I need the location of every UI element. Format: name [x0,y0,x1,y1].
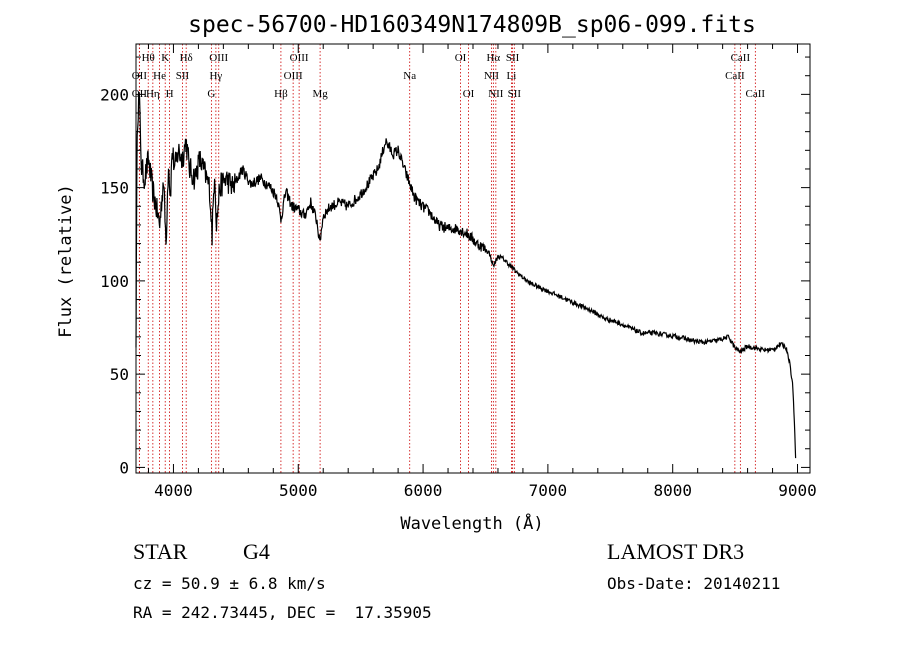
y-tick-label-2: 100 [100,272,129,291]
y-tick-label-1: 50 [110,365,129,384]
line-label-21: NII [488,88,504,100]
redshift-velocity: cz = 50.9 ± 6.8 km/s [133,574,326,593]
line-label-12: Hβ [274,88,288,100]
line-label-4: He [153,70,166,82]
x-tick-label-3: 7000 [529,481,568,500]
object-subclass: G4 [243,539,270,564]
line-label-20: Hα [486,52,500,64]
object-class: STAR [133,539,188,564]
line-label-24: SII [508,88,522,100]
x-axis: 4000 5000 6000 7000 8000 9000 [147,44,817,500]
chart-title: spec-56700-HD160349N174809B_sp06-099.fit… [188,12,756,38]
line-label-25: CaII [725,70,745,82]
x-tick-label-4: 8000 [653,481,692,500]
line-label-27: CaII [746,88,766,100]
line-label-15: Mg [312,88,328,100]
observation-date: Obs-Date: 20140211 [607,574,781,593]
x-tick-label-2: 6000 [404,481,443,500]
emission-line-markers [138,44,756,473]
y-tick-label-0: 0 [119,458,129,477]
y-axis: 0 50 100 150 200 [100,56,810,477]
line-label-0: Hθ [142,52,155,64]
line-label-18: OI [463,88,475,100]
plot-frame [135,43,811,474]
y-tick-label-3: 150 [100,179,129,198]
line-label-22: Li [507,70,517,82]
spectrum-line [135,91,797,459]
x-tick-label-1: 5000 [279,481,318,500]
line-label-9: OIII [209,52,228,64]
line-label-19: NII [484,70,500,82]
x-tick-label-0: 4000 [154,481,193,500]
line-label-10: Hγ [209,70,222,82]
line-label-16: Na [403,70,416,82]
line-label-14: OIII [290,52,309,64]
line-label-23: SII [506,52,520,64]
y-tick-label-4: 200 [100,85,129,104]
line-label-6: H [166,88,174,100]
y-axis-label: Flux (relative) [56,184,76,338]
line-label-3: Hη [146,88,160,100]
line-label-17: OI [455,52,467,64]
line-label-8: Hδ [180,52,193,64]
line-label-26: CaII [731,52,751,64]
line-label-7: SII [176,70,190,82]
coordinates: RA = 242.73445, DEC = 17.35905 [133,603,432,622]
survey-name: LAMOST DR3 [607,539,745,564]
line-label-11: G [207,88,215,100]
line-label-13: OIII [284,70,303,82]
x-tick-label-5: 9000 [778,481,817,500]
x-axis-label: Wavelength (Å) [400,512,543,534]
line-label-5: K [161,52,169,64]
